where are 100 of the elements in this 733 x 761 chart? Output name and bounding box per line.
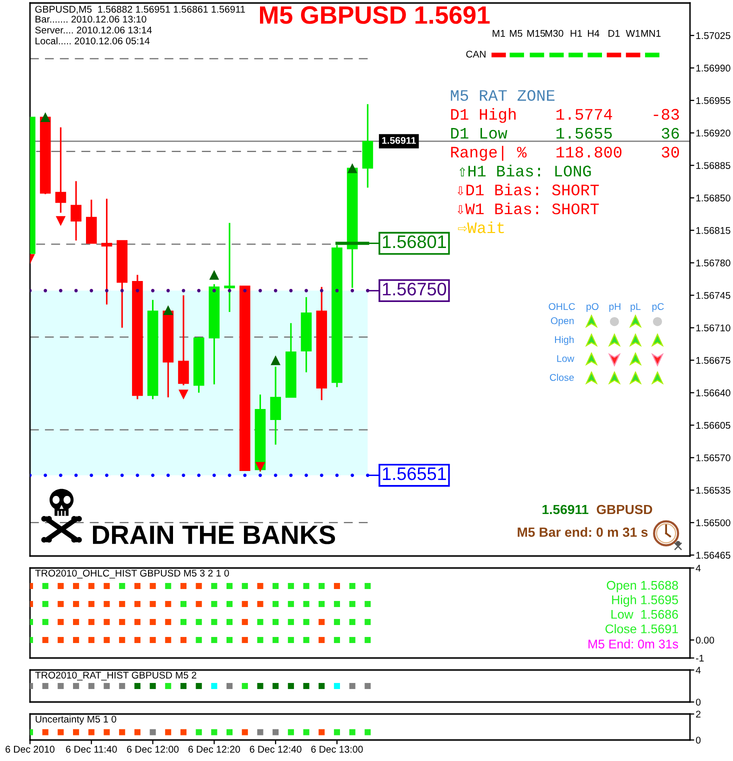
chart-title: TRO2010_OHLC_HIST GBPUSD M5 3 2 1 0 — [35, 570, 229, 578]
point — [58, 636, 64, 644]
point — [165, 636, 172, 644]
point — [136, 474, 140, 477]
point — [257, 618, 264, 626]
annotation: M5 — [510, 30, 522, 37]
annotation: pO — [586, 303, 598, 312]
annotation: M5 End: 0m 31s — [588, 639, 678, 648]
y-tick-label: 1.56605 — [696, 422, 730, 429]
point — [74, 288, 78, 292]
y-tick-label: -1 — [696, 654, 704, 662]
point — [350, 288, 354, 292]
point — [226, 582, 233, 590]
y-tick-label: 1.56745 — [696, 292, 730, 299]
point — [88, 636, 94, 644]
point — [211, 582, 218, 590]
point — [40, 112, 50, 122]
point — [318, 582, 325, 590]
point — [165, 582, 172, 590]
point — [166, 288, 170, 292]
annotation: GBPUSD,M5 1.56882 1.56951 1.56861 1.56911 — [35, 6, 245, 14]
point — [58, 288, 62, 292]
annotation: M30 — [546, 30, 564, 37]
point — [166, 474, 170, 477]
data-label: 1.56801 — [382, 235, 446, 248]
point — [42, 582, 48, 590]
point — [182, 288, 186, 292]
y-tick-label: 1.56640 — [696, 389, 730, 396]
annotation: CAN — [466, 50, 486, 58]
point — [196, 618, 202, 626]
annotation: Local..... 2010.12.06 05:14 — [36, 37, 150, 44]
y-tick-label: 1.56885 — [696, 162, 730, 169]
x-tick-label: 6 Dec 11:40 — [66, 746, 117, 753]
point — [288, 582, 294, 590]
y-tick-label: 1.57025 — [696, 32, 730, 40]
annotation: ⇧H1 Bias: LONG — [459, 164, 591, 176]
point — [212, 474, 216, 477]
point — [136, 288, 140, 292]
point — [163, 305, 174, 316]
annotation: GBPUSD — [596, 504, 652, 514]
point — [209, 270, 220, 280]
candlestick — [55, 126, 66, 214]
x-tick-label: 6 Dec 13:00 — [311, 746, 363, 753]
point — [289, 474, 293, 477]
point — [180, 636, 187, 644]
y-tick-label: 1.56535 — [696, 486, 730, 494]
point — [335, 474, 339, 477]
y-tick-label: 1.56920 — [696, 130, 730, 137]
y-tick-label: 1.56850 — [696, 194, 730, 202]
point — [42, 618, 48, 626]
annotation: D1 High 1.5774 -83 — [451, 108, 679, 123]
annotation: M1 — [492, 30, 505, 37]
point — [197, 474, 201, 477]
point — [270, 355, 280, 366]
point — [243, 474, 247, 477]
point — [318, 636, 325, 644]
annotation: ⇨Wait — [458, 221, 504, 234]
annotation: Low — [557, 355, 574, 362]
point — [56, 216, 66, 226]
point — [303, 618, 310, 626]
x-tick-label: 6 Dec 12:20 — [188, 746, 240, 753]
annotation: Server.... 2010.12.06 13:14 — [35, 26, 152, 34]
annotation: Low 1.5686 — [611, 610, 678, 619]
y-tick-label: 1.56570 — [696, 454, 730, 462]
y-tick-label: 0 — [696, 698, 701, 706]
x-tick-label: 6 Dec 12:00 — [127, 746, 179, 753]
point — [242, 636, 248, 644]
point — [334, 618, 340, 626]
point — [272, 618, 279, 626]
annotation: M15 — [527, 30, 546, 37]
point — [211, 618, 218, 626]
point — [74, 474, 78, 477]
annotation: D1 Low 1.5655 36 — [451, 128, 679, 139]
annotation: D1 — [608, 30, 620, 37]
point — [90, 288, 94, 292]
annotation: Close — [550, 374, 574, 381]
point — [105, 474, 108, 477]
y-tick-label: 1.56675 — [696, 356, 730, 364]
data-label: 1.56750 — [382, 282, 446, 296]
point — [289, 288, 293, 292]
data-label: 1.56551 — [382, 467, 446, 480]
ref-line-label: 1.56911 — [382, 136, 416, 144]
annotation: High 1.5695 — [612, 595, 678, 607]
point — [349, 618, 356, 626]
annotation: ⇩D1 Bias: SHORT — [458, 184, 599, 196]
point — [151, 474, 154, 477]
candlestick — [101, 198, 112, 306]
candlestick — [224, 222, 235, 313]
point — [303, 582, 310, 590]
point — [150, 636, 156, 644]
point — [347, 163, 358, 174]
candlestick — [70, 180, 82, 242]
point — [119, 636, 126, 644]
chart-title: TRO2010_RAT_HIST GBPUSD M5 2 — [35, 672, 196, 680]
point — [212, 288, 216, 292]
point — [151, 288, 154, 292]
point — [90, 474, 94, 477]
y-tick-label: 1.56710 — [696, 324, 730, 332]
point — [349, 582, 356, 590]
point — [274, 474, 278, 477]
